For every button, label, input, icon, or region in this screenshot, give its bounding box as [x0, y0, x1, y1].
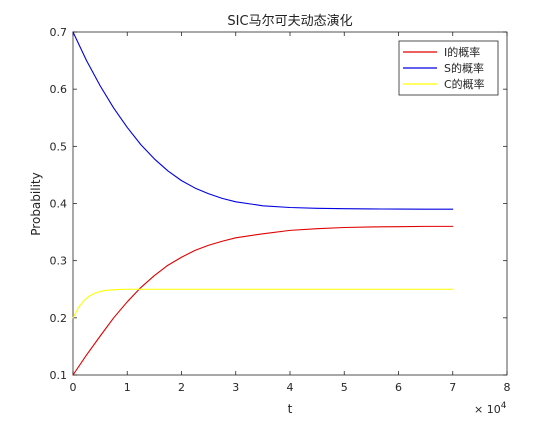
legend-label: C的概率 — [444, 77, 485, 91]
x-tick-label: 0 — [70, 381, 77, 394]
legend: I的概率 S的概率 C的概率 — [398, 40, 499, 96]
x-tick-label: 4 — [287, 381, 294, 394]
legend-label: I的概率 — [444, 45, 480, 59]
x-tick-label: 8 — [504, 381, 511, 394]
x-axis-label: t — [288, 402, 293, 416]
x-exponent-label: × 104 — [474, 401, 507, 416]
y-tick-label: 0.5 — [50, 140, 68, 153]
y-tick-label: 0.7 — [50, 26, 68, 39]
x-tick-label: 7 — [449, 381, 456, 394]
x-tick-label: 2 — [178, 381, 185, 394]
series-line-1 — [72, 31, 454, 210]
series-layer — [72, 31, 454, 376]
y-tick-label: 0.6 — [50, 83, 68, 96]
y-tick-label: 0.4 — [50, 198, 68, 211]
x-tick-label: 1 — [124, 381, 131, 394]
series-line-2 — [72, 288, 454, 319]
x-tick-label: 5 — [341, 381, 348, 394]
y-tick-label: 0.1 — [50, 369, 68, 382]
chart-title: SIC马尔可夫动态演化 — [227, 13, 352, 29]
y-tick-label: 0.3 — [50, 255, 68, 268]
y-tick-label: 0.2 — [50, 312, 68, 325]
y-axis-label: Probability — [29, 172, 43, 235]
x-tick-label: 6 — [395, 381, 402, 394]
x-tick-label: 3 — [232, 381, 239, 394]
legend-label: S的概率 — [444, 61, 484, 75]
series-line-0 — [72, 225, 454, 376]
